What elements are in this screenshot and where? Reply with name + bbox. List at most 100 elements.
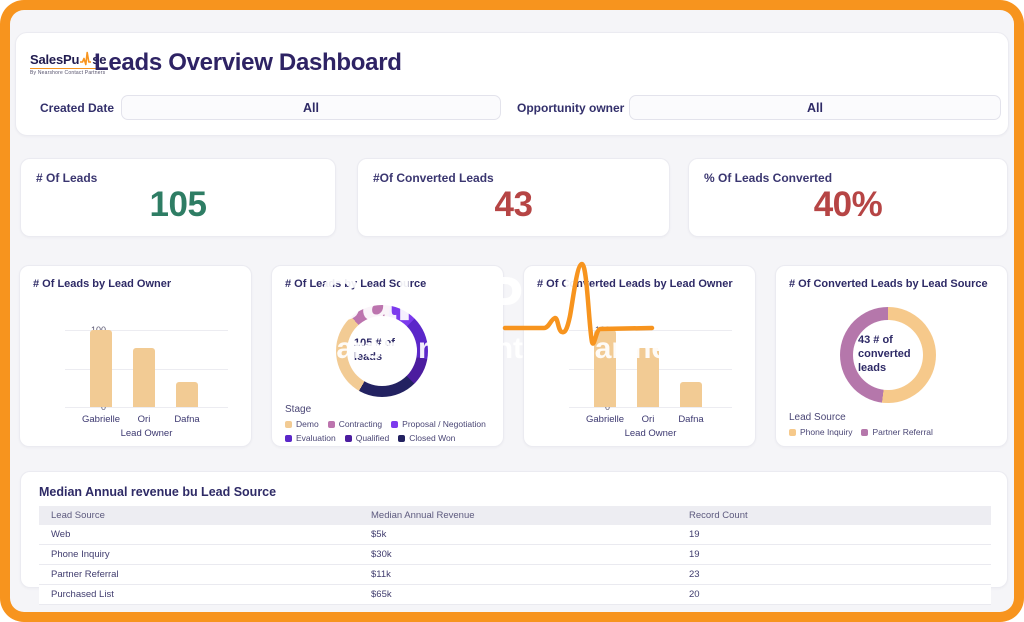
table-column-header[interactable]: Record Count (677, 506, 991, 525)
table-cell: Partner Referral (39, 564, 359, 585)
table-cell: Purchased List (39, 584, 359, 605)
x-axis-label: Lead Owner (624, 428, 677, 439)
chart-title: # Of Leads by Lead Owner (33, 278, 172, 290)
legend-label: Phone Inquiry (800, 427, 853, 437)
table-cell: Web (39, 525, 359, 545)
legend-swatch (285, 434, 292, 442)
table-row: Purchased List $65k 20 (39, 584, 991, 605)
gridline (569, 407, 732, 408)
donut-center-label: 43 # of converted leads (858, 334, 911, 374)
table-row: Web $5k 19 (39, 525, 991, 545)
table-column-header[interactable]: Lead Source (39, 506, 359, 525)
legend-label: Closed Won (409, 433, 456, 443)
chart-card-converted-by-source: # Of Converted Leads by Lead Source 43 #… (775, 265, 1008, 447)
chart-card-converted-by-owner: # Of Converted Leads by Lead Owner 05010… (523, 265, 756, 447)
legend-item: Proposal / Negotiation (391, 419, 486, 429)
x-axis-label: Lead Owner (120, 428, 173, 439)
y-tick-label: 0 (100, 402, 106, 412)
legend-title: Stage (285, 404, 312, 415)
bar-plot: 050100GabrielleOriDafna (65, 325, 228, 425)
gridline (65, 330, 228, 331)
salespulse-logo: SalesPu se By Nearshore Contact Partners (30, 51, 108, 76)
legend-label: Partner Referral (872, 427, 933, 437)
table-title: Median Annual revenue bu Lead Source (39, 485, 277, 499)
kpi-label: # Of Leads (36, 171, 98, 185)
chart-card-leads-by-owner: # Of Leads by Lead Owner 050100Gabrielle… (19, 265, 252, 447)
legend-swatch (344, 434, 352, 442)
bar-ori[interactable] (637, 347, 659, 407)
table-body: Web $5k 19 Phone Inquiry $30k 19 Partner Refer… (39, 525, 991, 605)
header-card: SalesPu se By Nearshore Contact Partners… (15, 32, 1009, 136)
kpi-label: % Of Leads Converted (704, 171, 833, 185)
legend-item: Qualified (344, 433, 390, 443)
created-date-filter-dropdown[interactable]: All (121, 95, 501, 120)
table-cell: $11k (359, 564, 677, 585)
table-cell: $5k (359, 525, 677, 545)
created-date-filter-label: Created Date (40, 101, 115, 115)
bar-dafna[interactable] (176, 382, 198, 407)
legend-item: Demo (285, 419, 319, 429)
chart-card-leads-by-source: # Of Leads by Lead Source 105 # of leads… (271, 265, 504, 447)
bar-gabrielle[interactable] (594, 330, 616, 407)
table-row: Phone Inquiry $30k 19 (39, 544, 991, 565)
table-card: Median Annual revenue bu Lead Source Lea… (20, 471, 1008, 605)
bar-gabrielle[interactable] (90, 330, 112, 407)
logo-text-left: SalesPu (30, 52, 80, 67)
legend-label: Evaluation (296, 433, 336, 443)
lead-source-table: Lead Source Median Annual Revenue Record C… (39, 506, 991, 605)
page-title: Leads Overview Dashboard (94, 49, 402, 76)
opportunity-owner-filter-dropdown[interactable]: All (629, 95, 1001, 120)
bar-ori[interactable] (133, 347, 155, 407)
legend-item: Phone Inquiry (789, 427, 852, 437)
legend-label: Proposal / Negotiation (402, 419, 486, 429)
legend-swatch (391, 420, 399, 428)
chart-title: # Of Converted Leads by Lead Owner (537, 278, 733, 290)
pulse-icon (80, 51, 92, 66)
donut-chart[interactable] (840, 307, 936, 403)
legend-label: Qualified (355, 433, 390, 443)
table-cell: $30k (359, 544, 677, 565)
kpi-value: 43 (494, 185, 533, 224)
legend: Phone Inquiry Partner Referral (789, 427, 997, 437)
legend-swatch (861, 428, 869, 436)
table-column-header[interactable]: Median Annual Revenue (359, 506, 677, 525)
kpi-value: 40% (813, 185, 883, 224)
legend-title: Lead Source (789, 412, 846, 423)
opportunity-owner-filter-label: Opportunity owner (517, 101, 625, 115)
dashboard-background: SalesPu se By Nearshore Contact Partners… (10, 10, 1014, 612)
table-cell: 19 (677, 544, 991, 565)
category-label: Dafna (174, 414, 200, 425)
bar-dafna[interactable] (680, 382, 702, 407)
category-label: Gabrielle (81, 414, 121, 425)
kpi-card-converted-leads: #Of Converted Leads 43 (357, 158, 670, 237)
table-row: Partner Referral $11k 23 (39, 564, 991, 585)
legend-swatch (327, 420, 335, 428)
logo-text-right: se (92, 52, 107, 67)
legend-swatch (285, 420, 292, 428)
table-cell: 19 (677, 525, 991, 545)
category-label: Dafna (678, 414, 704, 425)
legend-label: Contracting (338, 419, 383, 429)
category-label: Gabrielle (585, 414, 625, 425)
table-cell: 20 (677, 584, 991, 605)
kpi-card-leads: # Of Leads 105 (20, 158, 336, 237)
donut-center-label: 105 # of leads (354, 337, 395, 363)
kpi-value: 105 (149, 185, 207, 224)
legend-item: Evaluation (285, 433, 336, 443)
legend-label: Demo (296, 419, 319, 429)
logo-tagline: By Nearshore Contact Partners (30, 68, 106, 76)
kpi-card-percent-converted: % Of Leads Converted 40% (688, 158, 1008, 237)
table-cell: Phone Inquiry (39, 544, 359, 565)
kpi-label: #Of Converted Leads (373, 171, 494, 185)
category-label: Ori (641, 414, 655, 425)
bar-plot: 050100GabrielleOriDafna (569, 325, 732, 425)
table-header-row: Lead Source Median Annual Revenue Record C… (39, 506, 991, 525)
category-label: Ori (137, 414, 151, 425)
chart-title: # Of Leads by Lead Source (285, 278, 427, 290)
legend-item: Closed Won (398, 433, 455, 443)
chart-title: # Of Converted Leads by Lead Source (789, 278, 988, 290)
legend-item: Contracting (327, 419, 383, 429)
legend-swatch (789, 428, 796, 436)
donut-chart[interactable] (336, 305, 428, 397)
